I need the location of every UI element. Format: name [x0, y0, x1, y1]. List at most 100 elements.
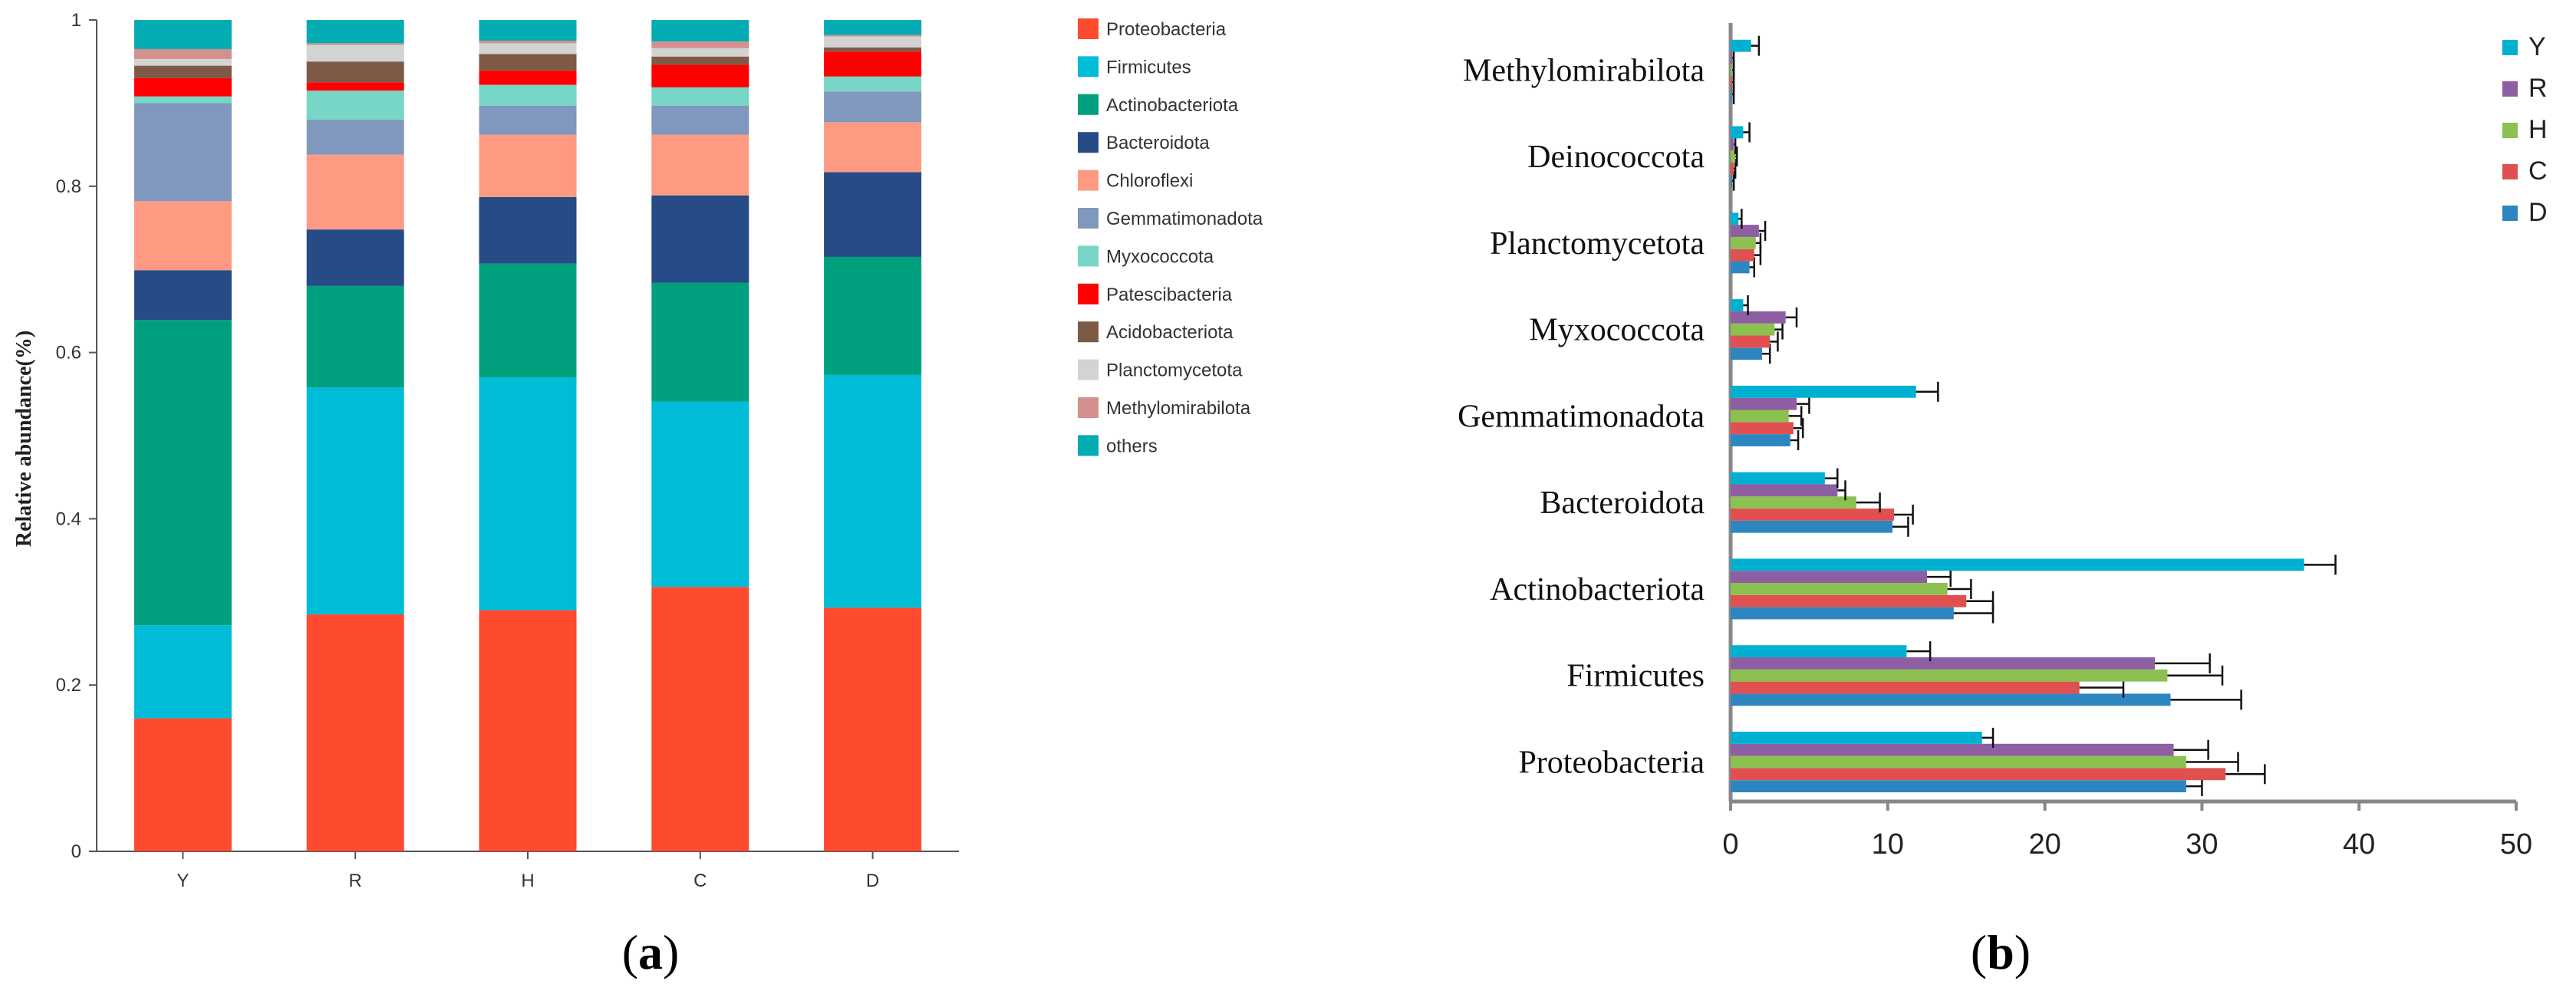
panel-a-bar-segment [479, 134, 577, 197]
panel-b-bar [1731, 138, 1734, 151]
panel-a-bar-segment [651, 134, 749, 196]
panel-b-category-label: Actinobacteriota [1490, 572, 1705, 607]
panel-b-bar [1731, 212, 1739, 225]
panel-a-bar-segment [133, 625, 232, 719]
panel-a-bar-segment [479, 84, 577, 106]
panel-b-bar [1731, 236, 1756, 249]
panel-a-bar-segment [479, 71, 577, 85]
panel-a-bar-segment [824, 35, 922, 37]
panel-a-bar-segment [651, 105, 749, 135]
panel-a-legend-label: Myxococcota [1106, 246, 1214, 267]
panel-b-bar [1731, 780, 2186, 792]
panel-a-bar-segment [306, 285, 404, 388]
panel-a-bar-segment [479, 54, 577, 71]
panel-a-legend-label: others [1106, 436, 1158, 456]
panel-a-axes: 0 0.2 0.4 0.6 0.8 1 Y R H C D [56, 10, 959, 891]
panel-a-bar-segment [824, 36, 922, 48]
panel-a-bar-segment [479, 196, 577, 264]
panel-a-legend-swatch [1078, 132, 1099, 153]
panel-a-bar-segment [133, 718, 232, 851]
panel-b-bar [1731, 594, 1967, 607]
panel-a-bar-segment [133, 58, 232, 66]
panel-a-bar-segment [133, 270, 232, 321]
panel-b-legend-label: H [2528, 115, 2548, 144]
panel-a-bar-segment [479, 377, 577, 611]
panel-b-bar [1731, 225, 1759, 237]
panel-a-bar-segment [651, 56, 749, 65]
panel-b-bar [1731, 64, 1733, 77]
panel-b-bar [1731, 496, 1856, 509]
panel-a-bar-segment [306, 61, 404, 83]
panel-a-bar-segment [133, 48, 232, 59]
panel-a-y-tick-label: 1 [71, 10, 81, 31]
panel-a-bar-segment [651, 20, 749, 42]
panel-b-bar [1731, 39, 1751, 52]
panel-a-bar-segment [306, 91, 404, 120]
panel-b-legend-swatch [2502, 123, 2518, 138]
panel-a-bar-segment [824, 47, 922, 52]
panel-a-bar-segment [479, 41, 577, 44]
panel-b-category-label: Methylomirabilota [1463, 53, 1705, 88]
panel-a-legend-label: Chloroflexi [1106, 171, 1193, 192]
panel-b-legend-swatch [2502, 206, 2518, 221]
panel-a-x-tick-label: D [866, 871, 879, 891]
panel-a-bar-segment [824, 122, 922, 173]
panel-a-legend-label: Proteobacteria [1106, 19, 1227, 40]
panel-b-label: (b) [1971, 925, 2031, 979]
panel-a-bar-segment [306, 154, 404, 230]
panel-a-legend-swatch [1078, 359, 1099, 380]
panel-a-legend-swatch [1078, 170, 1099, 191]
panel-a-bar-segment [306, 229, 404, 286]
panel-b-bar [1731, 693, 2171, 706]
panel-a-legend-swatch [1078, 435, 1099, 456]
panel-a-bar-segment [824, 76, 922, 92]
panel-a-legend-swatch [1078, 283, 1099, 304]
panel-b-bar [1731, 397, 1797, 410]
panel-b-bar [1731, 323, 1775, 336]
panel-a-legend-swatch [1078, 397, 1099, 418]
panel-a-legend-swatch [1078, 208, 1099, 229]
panel-a-bar-segment [306, 120, 404, 155]
panel-b-bar [1731, 51, 1733, 64]
panel-a-bar-segment [306, 20, 404, 44]
panel-a-y-tick-label: 0.8 [56, 176, 81, 197]
panel-a-legend-label: Actinobacteriota [1106, 95, 1239, 116]
panel-b-bar [1731, 87, 1733, 100]
panel-a-bar-segment [306, 614, 404, 851]
panel-a-bar-segment [479, 610, 577, 851]
panel-b-bar [1731, 732, 1982, 744]
panel-a-legend-swatch [1078, 245, 1099, 267]
panel-b-bar [1731, 385, 1916, 398]
panel-a-bar-segment [651, 41, 749, 48]
panel-b-x-tick-label: 40 [2343, 828, 2375, 861]
panel-a-legend-label: Acidobacteriota [1106, 322, 1234, 343]
panel-a-y-tick-label: 0.6 [56, 343, 81, 364]
panel-b-bar [1731, 335, 1771, 348]
panel-b-bar [1731, 509, 1894, 521]
panel-b-horizontal-bar-chart: 0 10 20 30 40 50 Proteobacteria Firmicutes Actin… [1458, 23, 2548, 979]
panel-b-bar [1731, 299, 1744, 311]
panel-b-category-label: Proteobacteria [1518, 746, 1705, 781]
panel-b-bar [1731, 645, 1907, 658]
panel-b-axes: 0 10 20 30 40 50 Proteobacteria Firmicutes Actin… [1458, 23, 2532, 861]
panel-a-bars [133, 20, 922, 851]
panel-a-bar-segment [479, 20, 577, 41]
panel-b-x-tick-label: 20 [2028, 828, 2060, 861]
panel-b-bars [1731, 35, 2337, 797]
panel-b-legend-swatch [2502, 164, 2518, 179]
panel-a-legend-swatch [1078, 321, 1099, 343]
panel-b-legend-swatch [2502, 40, 2518, 55]
panel-a-bar-segment [133, 65, 232, 78]
panel-a-bar-segment [651, 401, 749, 588]
panel-a-bar-segment [479, 105, 577, 135]
panel-a-bar-segment [306, 387, 404, 615]
panel-b-bar [1731, 261, 1750, 274]
panel-a-bar-segment [306, 43, 404, 45]
panel-a-bar-segment [824, 172, 922, 257]
panel-a-bar-segment [824, 91, 922, 123]
panel-a-bar-segment [479, 263, 577, 378]
panel-b-bar [1731, 669, 2168, 682]
panel-a-x-tick-label: H [521, 871, 534, 891]
